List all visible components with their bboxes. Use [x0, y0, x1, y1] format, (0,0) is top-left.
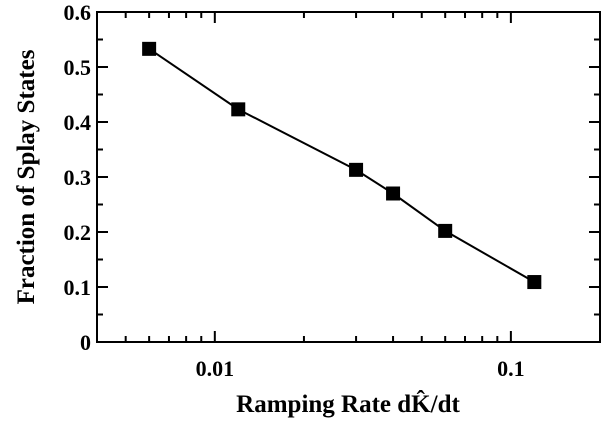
- data-point: [527, 275, 542, 290]
- y-tick-label: 0.1: [64, 275, 92, 300]
- y-tick-label: 0.4: [64, 110, 92, 135]
- y-tick-label: 0.5: [64, 55, 92, 80]
- series-line: [148, 48, 535, 283]
- data-point: [349, 162, 364, 177]
- data-point: [386, 186, 401, 201]
- y-tick-label: 0.6: [64, 0, 92, 25]
- y-axis-label: Fraction of Splay States: [13, 49, 40, 304]
- y-tick-label: 0.2: [64, 220, 92, 245]
- ticks: [97, 11, 600, 343]
- x-axis-label: Ramping Rate dK̂/dt: [236, 390, 460, 418]
- data-markers: [142, 41, 542, 290]
- y-tick-label: 0.3: [64, 165, 92, 190]
- x-tick-label: 0.01: [196, 356, 235, 381]
- y-tick-label: 0: [80, 330, 91, 355]
- plot-frame: [96, 11, 601, 343]
- data-point: [438, 223, 453, 238]
- tick-labels: 0 0.1 0.2 0.3 0.4 0.5 0.6 0.01 0.1: [64, 0, 525, 381]
- data-point: [142, 41, 157, 56]
- x-tick-label: 0.1: [497, 356, 525, 381]
- data-point: [231, 102, 246, 117]
